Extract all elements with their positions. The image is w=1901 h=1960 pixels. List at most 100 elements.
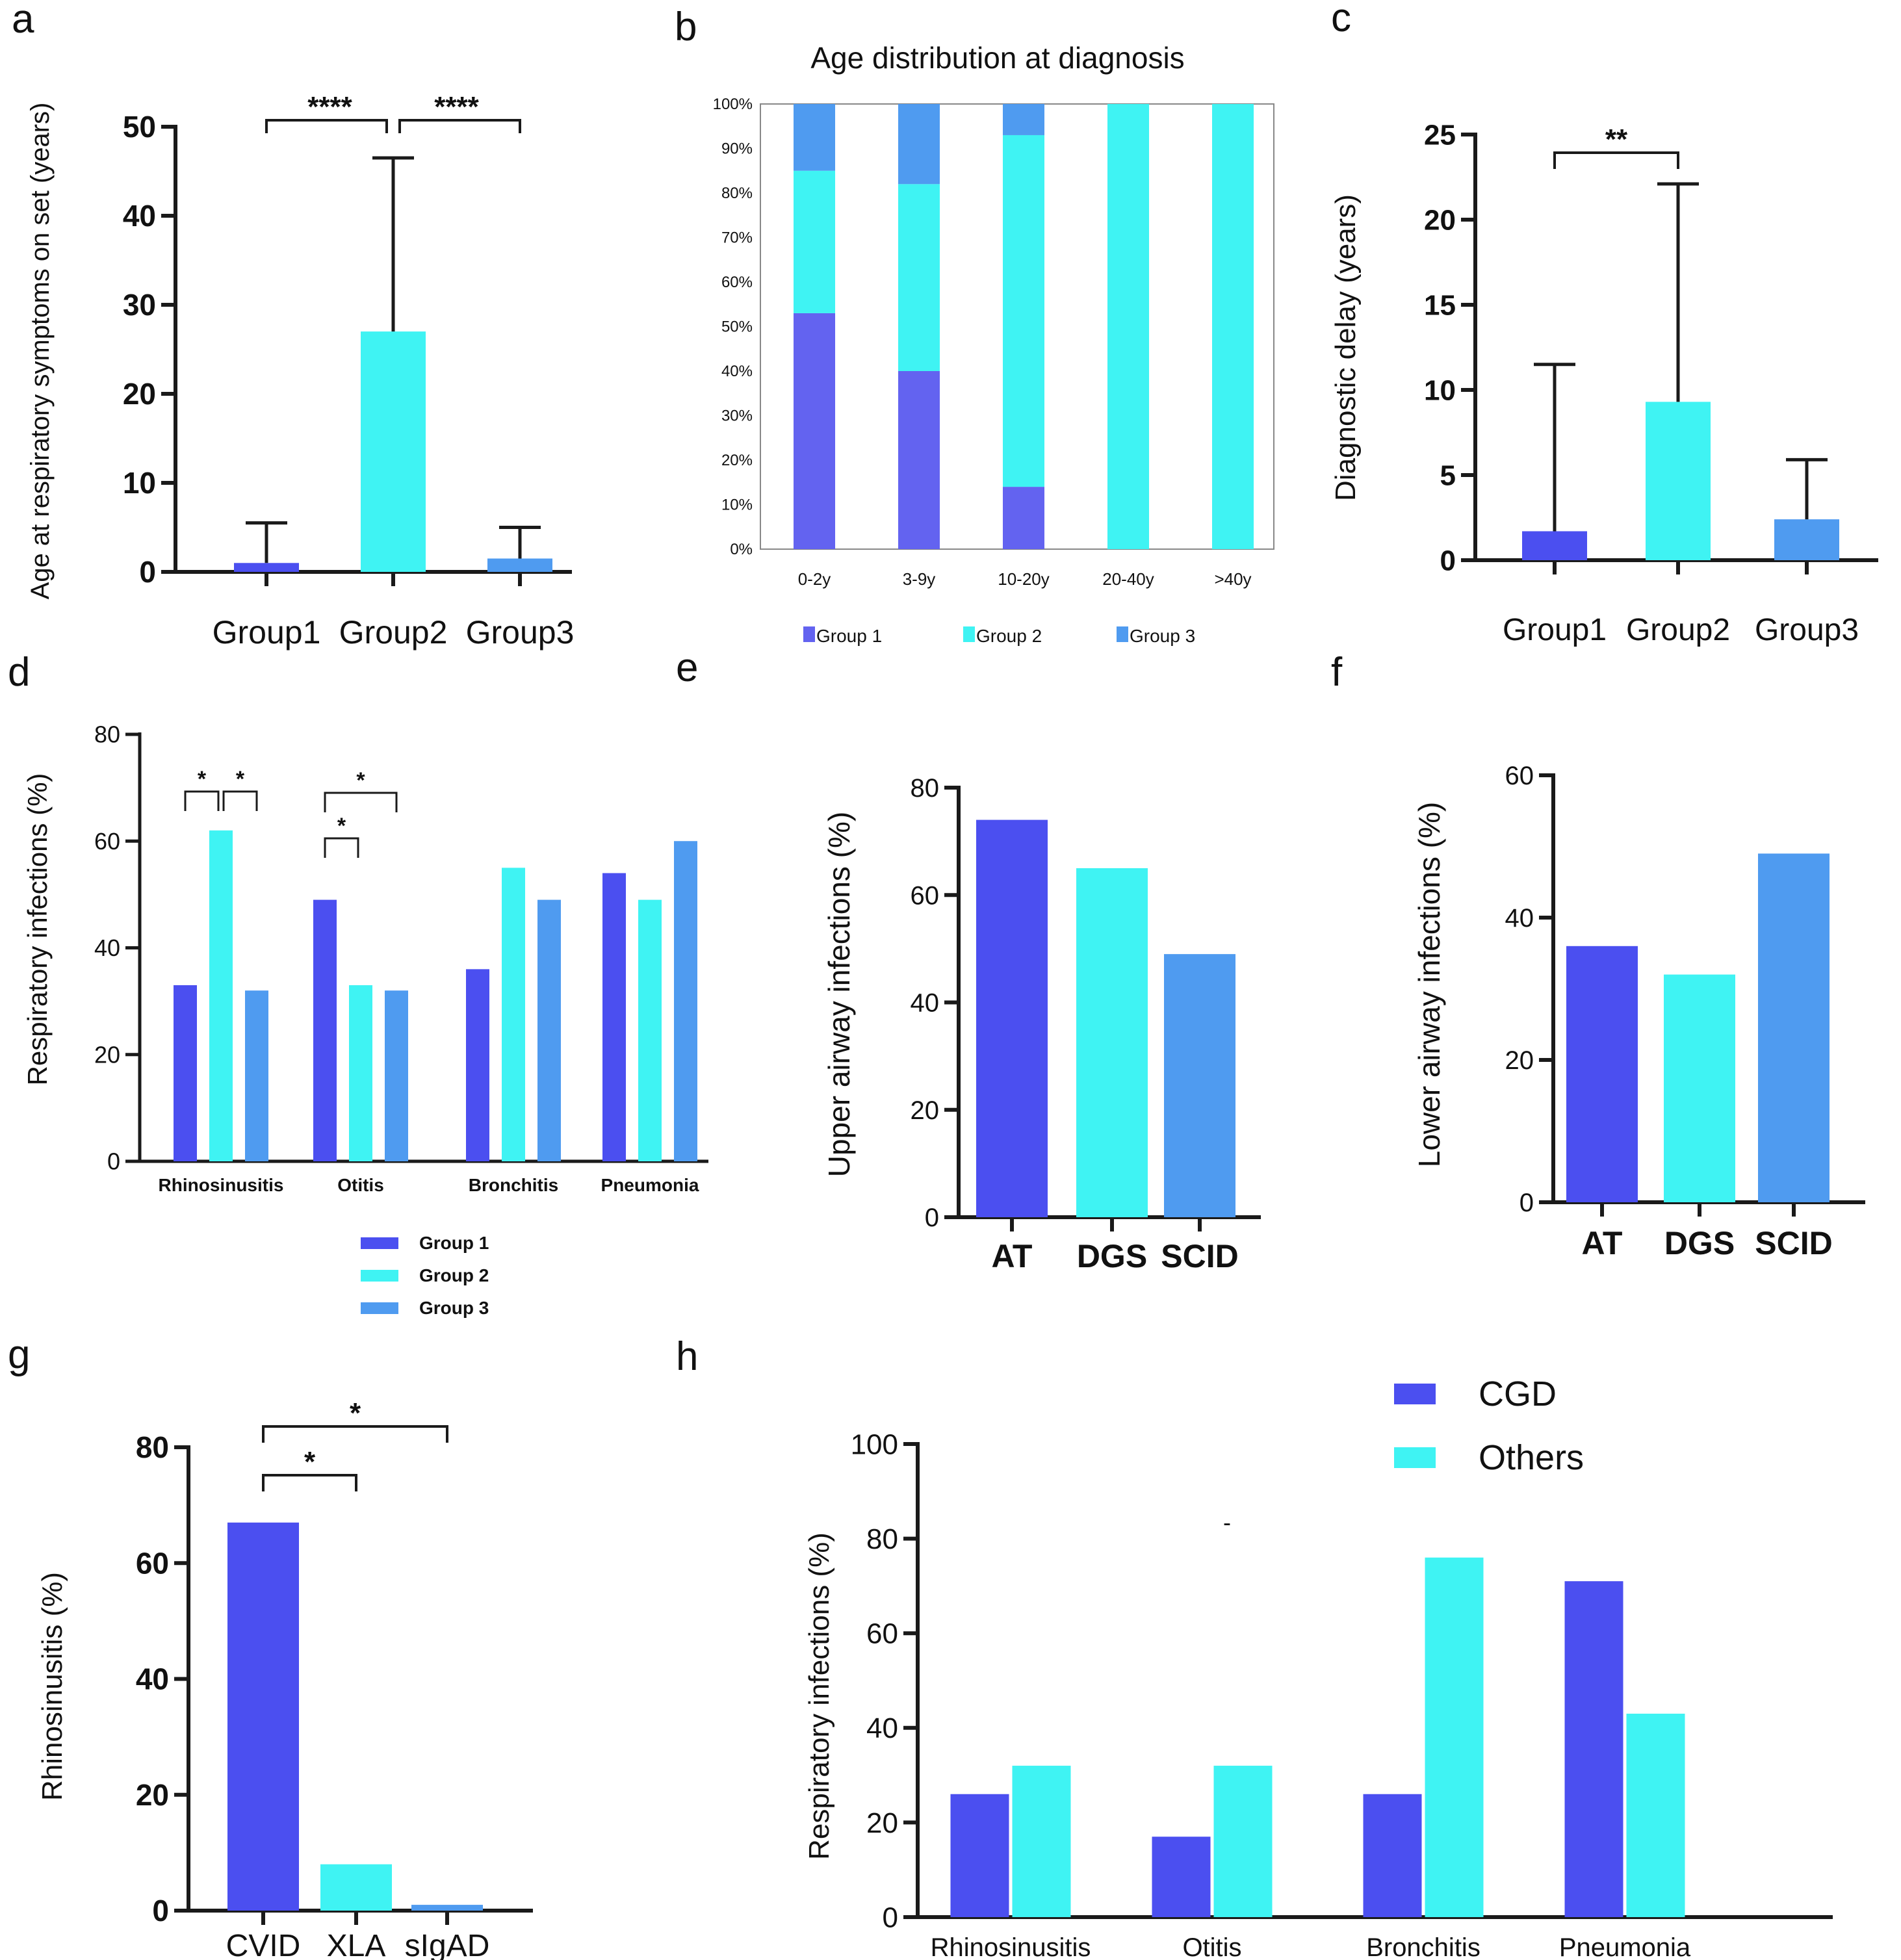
y-tick-label-a: 10	[123, 466, 156, 500]
y-tick-label-b: 60%	[721, 274, 753, 291]
y-tick-label-h: 40	[866, 1712, 898, 1744]
y-tick-label-b: 90%	[721, 140, 753, 158]
panel-label-b: b	[675, 5, 697, 49]
y-tick-label-h: 0	[883, 1902, 898, 1933]
significance-bracket-a	[398, 119, 521, 133]
legend-label-h: CGD	[1479, 1374, 1557, 1413]
y-tick-label-e: 40	[911, 989, 940, 1018]
bar-f-at	[1566, 946, 1638, 1202]
x-tick-label-f: SCID	[1755, 1225, 1832, 1261]
significance-label-d: *	[356, 768, 365, 793]
y-tick-label-h: 60	[866, 1618, 898, 1650]
legend-label-d: Group 2	[419, 1265, 489, 1285]
x-tick-label-h: Rhinosinusitis	[931, 1933, 1091, 1960]
y-tick-label-d: 0	[107, 1148, 120, 1175]
significance-label-d: *	[198, 767, 207, 792]
bar-h-pneumonia-others	[1626, 1713, 1685, 1917]
y-tick-label-h: 80	[866, 1523, 898, 1555]
y-tick-label-g: 80	[136, 1430, 169, 1464]
y-tick-label-b: 10%	[721, 496, 753, 514]
y-tick-label-d: 80	[94, 721, 120, 748]
significance-label-g: *	[304, 1446, 316, 1478]
y-tick-label-a: 50	[123, 110, 156, 144]
x-tick-label-e: SCID	[1161, 1238, 1238, 1274]
y-tick-label-d: 20	[94, 1041, 120, 1068]
x-tick-label-d: Otitis	[337, 1175, 384, 1195]
y-tick-label-b: 70%	[721, 229, 753, 247]
y-axis-title-e: Upper airway infections (%)	[822, 812, 856, 1177]
y-axis-title-h: Respiratory infections (%)	[803, 1532, 835, 1860]
y-tick-label-f: 0	[1520, 1189, 1534, 1217]
bar-segment-b-0-group3	[794, 104, 835, 171]
bar-segment-b-2-group2	[1003, 135, 1044, 487]
x-tick-label-f: DGS	[1664, 1225, 1735, 1261]
panel-label-c: c	[1331, 0, 1351, 40]
x-tick-label-c: Group1	[1503, 613, 1607, 647]
legend-label-d: Group 1	[419, 1233, 489, 1253]
bar-c-group3	[1774, 519, 1839, 560]
bar-h-bronchitis-cgd	[1363, 1794, 1422, 1917]
y-tick-label-c: 20	[1424, 204, 1456, 236]
x-tick-label-d: Bronchitis	[469, 1175, 558, 1195]
bar-segment-b-0-group2	[794, 170, 835, 313]
bar-d-bronchitis-group3	[537, 899, 561, 1161]
bar-d-pneumonia-group3	[674, 841, 697, 1161]
y-tick-label-h: 20	[866, 1807, 898, 1839]
bar-h-otitis-cgd	[1152, 1837, 1211, 1917]
x-tick-label-e: DGS	[1077, 1238, 1147, 1274]
y-tick-label-e: 0	[925, 1204, 939, 1232]
x-tick-label-g: CVID	[226, 1929, 301, 1960]
bar-d-otitis-group3	[385, 990, 408, 1161]
significance-bracket-g	[262, 1474, 357, 1491]
y-tick-label-f: 20	[1505, 1046, 1534, 1075]
bar-segment-b-0-group1	[794, 313, 835, 549]
legend-swatch-b	[1117, 626, 1128, 642]
x-tick-label-c: Group2	[1626, 613, 1730, 647]
y-tick-label-g: 0	[152, 1894, 169, 1928]
x-tick-label-a: Group3	[466, 614, 575, 651]
bar-h-otitis-others	[1213, 1766, 1273, 1917]
y-tick-label-c: 10	[1424, 374, 1456, 406]
y-tick-label-d: 60	[94, 828, 120, 855]
x-tick-label-g: XLA	[327, 1929, 386, 1960]
y-tick-label-a: 30	[123, 288, 156, 322]
significance-label-d: *	[337, 814, 346, 838]
bar-e-scid	[1164, 954, 1235, 1217]
x-tick-label-a: Group2	[339, 614, 448, 651]
bar-a-group3	[487, 558, 552, 572]
y-tick-label-b: 30%	[721, 407, 753, 425]
bar-f-dgs	[1664, 974, 1735, 1202]
bar-d-otitis-group1	[313, 899, 337, 1161]
significance-bracket-a	[265, 119, 388, 133]
legend-swatch-b	[963, 626, 975, 642]
significance-bracket-d	[184, 790, 220, 811]
bar-g-sigad	[411, 1905, 483, 1911]
legend-swatch-h	[1394, 1384, 1436, 1404]
bar-f-scid	[1758, 853, 1830, 1202]
x-tick-label-d: Pneumonia	[601, 1175, 699, 1195]
legend-label-h: Others	[1479, 1438, 1584, 1477]
y-tick-label-c: 0	[1440, 545, 1456, 576]
x-tick-label-b: >40y	[1214, 569, 1251, 589]
panel-label-g: g	[8, 1332, 30, 1377]
significance-bracket-c	[1553, 151, 1679, 169]
bar-d-otitis-group2	[349, 985, 372, 1161]
significance-label-g: *	[350, 1397, 361, 1429]
x-tick-label-h: Pneumonia	[1559, 1933, 1691, 1960]
y-tick-label-c: 5	[1440, 459, 1456, 491]
bar-c-group2	[1646, 402, 1711, 560]
x-tick-label-b: 10-20y	[998, 569, 1050, 589]
panel-label-f: f	[1331, 650, 1343, 695]
y-tick-label-d: 40	[94, 935, 120, 961]
bar-d-pneumonia-group2	[638, 899, 662, 1161]
significance-label-a: ****	[434, 91, 479, 123]
y-axis-title-g: Rhinosinusitis (%)	[36, 1572, 68, 1801]
y-tick-label-g: 20	[136, 1778, 169, 1812]
legend-swatch-d	[361, 1270, 398, 1282]
panel-label-a: a	[12, 0, 34, 42]
x-tick-label-h: Bronchitis	[1366, 1933, 1481, 1960]
significance-bracket-d	[324, 792, 398, 812]
panel-label-h: h	[676, 1334, 698, 1379]
y-axis-title-a: Age at respiratory symptoms on set (year…	[26, 103, 55, 600]
legend-swatch-b	[803, 626, 815, 642]
